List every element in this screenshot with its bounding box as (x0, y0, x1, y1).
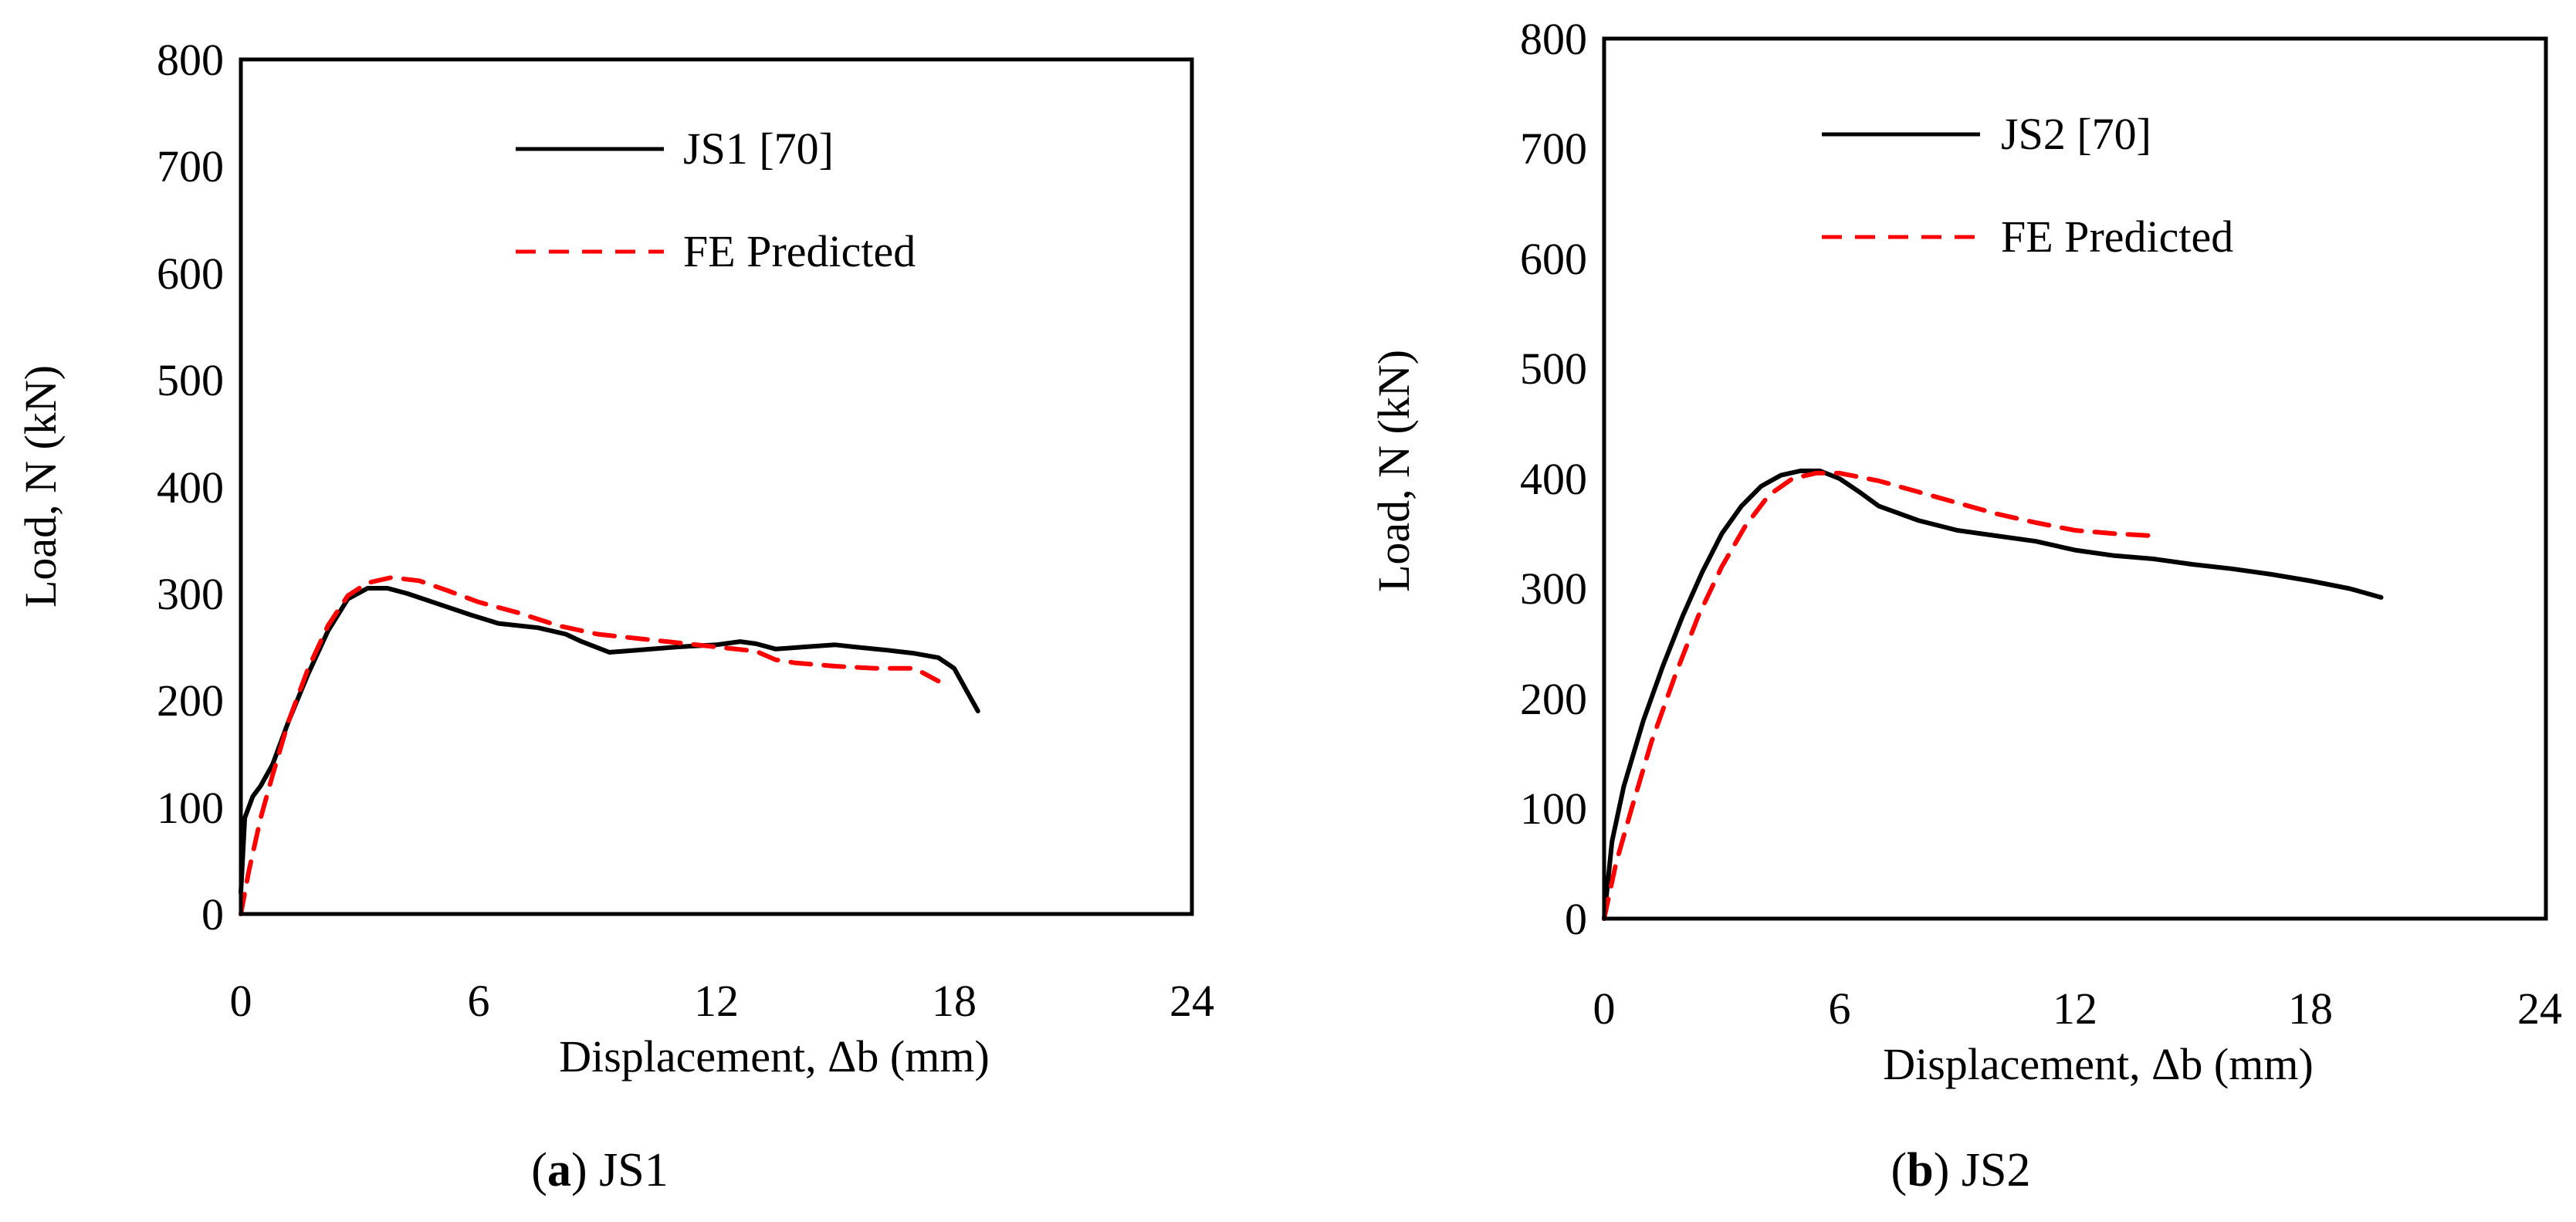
panel-a-ytick-label: 600 (157, 249, 224, 299)
panel-a-caption: (a) JS1 (531, 1144, 668, 1197)
panel-b-caption-text: JS2 (1962, 1144, 2031, 1197)
panel-b-ytick-label: 800 (1520, 14, 1587, 64)
panel-a-xtick-label: 18 (932, 976, 977, 1026)
panel-b-plot-frame (1602, 36, 2548, 921)
panel-a-y-axis-title: Load, N (kN) (15, 365, 66, 608)
panel-b-xtick-label: 0 (1593, 983, 1616, 1034)
panel-b-fe-predicted-line (1602, 470, 2156, 921)
panel-a-ytick-label: 100 (157, 783, 224, 833)
panel-a-caption-letter: a (547, 1144, 571, 1197)
panel-a-legend-label-experiment: JS1 [70] (683, 124, 834, 174)
panel-b-legend-label-fe: FE Predicted (2001, 212, 2233, 262)
panel-a-ytick-label: 300 (157, 569, 224, 619)
panel-b-x-axis-title: Displacement, Δb (mm) (1883, 1039, 2314, 1089)
panel-b-experimental-line (1602, 469, 2384, 921)
panel-a-ytick-label: 400 (157, 462, 224, 513)
panel-a-ytick-label: 0 (201, 889, 224, 939)
chart-panel-js1: 800 700 600 500 400 300 200 100 0 0 6 12… (15, 35, 1214, 1197)
panel-b-legend-label-experiment: JS2 [70] (2001, 109, 2151, 159)
panel-b-caption-letter: b (1907, 1144, 1933, 1197)
panel-b-ytick-label: 100 (1520, 784, 1587, 834)
panel-a-caption-text: JS1 (599, 1144, 669, 1197)
panel-a-xtick-label: 0 (230, 976, 252, 1026)
panel-b-ytick-label: 200 (1520, 674, 1587, 724)
panel-a-ytick-label: 700 (157, 141, 224, 191)
panel-b-ytick-label: 700 (1520, 124, 1587, 174)
panel-a-xtick-label: 6 (468, 976, 490, 1026)
panel-a-fe-predicted-line (239, 575, 941, 916)
panel-a-plot-frame (239, 57, 1194, 916)
panel-b-caption: (b) JS2 (1891, 1144, 2031, 1197)
panel-a-experimental-line (239, 586, 980, 895)
panel-a-x-axis-title: Displacement, Δb (mm) (559, 1031, 990, 1082)
panel-b-ytick-label: 300 (1520, 564, 1587, 614)
panel-b-y-axis-title: Load, N (kN) (1369, 350, 1419, 592)
panel-a-series-group (239, 575, 980, 916)
panel-b-ytick-label: 400 (1520, 454, 1587, 504)
panel-b-xtick-label: 24 (2517, 983, 2562, 1034)
panel-a-ytick-label: 800 (157, 35, 224, 85)
panel-a-ytick-label: 500 (157, 355, 224, 405)
chart-panel-js2: 800 700 600 500 400 300 200 100 0 0 6 12… (1369, 14, 2562, 1197)
panel-b-xtick-label: 6 (1829, 983, 1851, 1034)
panel-b-ytick-label: 0 (1565, 894, 1587, 944)
panel-b-ytick-label: 600 (1520, 234, 1587, 284)
panel-b-series-group (1602, 469, 2384, 921)
panel-a-xtick-label: 12 (694, 976, 739, 1026)
panel-a-ytick-label: 200 (157, 675, 224, 726)
panel-a-legend-label-fe: FE Predicted (683, 226, 916, 276)
panel-b-xtick-label: 12 (2053, 983, 2097, 1034)
panel-b-ytick-label: 500 (1520, 344, 1587, 394)
panel-b-xtick-label: 18 (2288, 983, 2333, 1034)
panel-a-xtick-label: 24 (1170, 976, 1214, 1026)
